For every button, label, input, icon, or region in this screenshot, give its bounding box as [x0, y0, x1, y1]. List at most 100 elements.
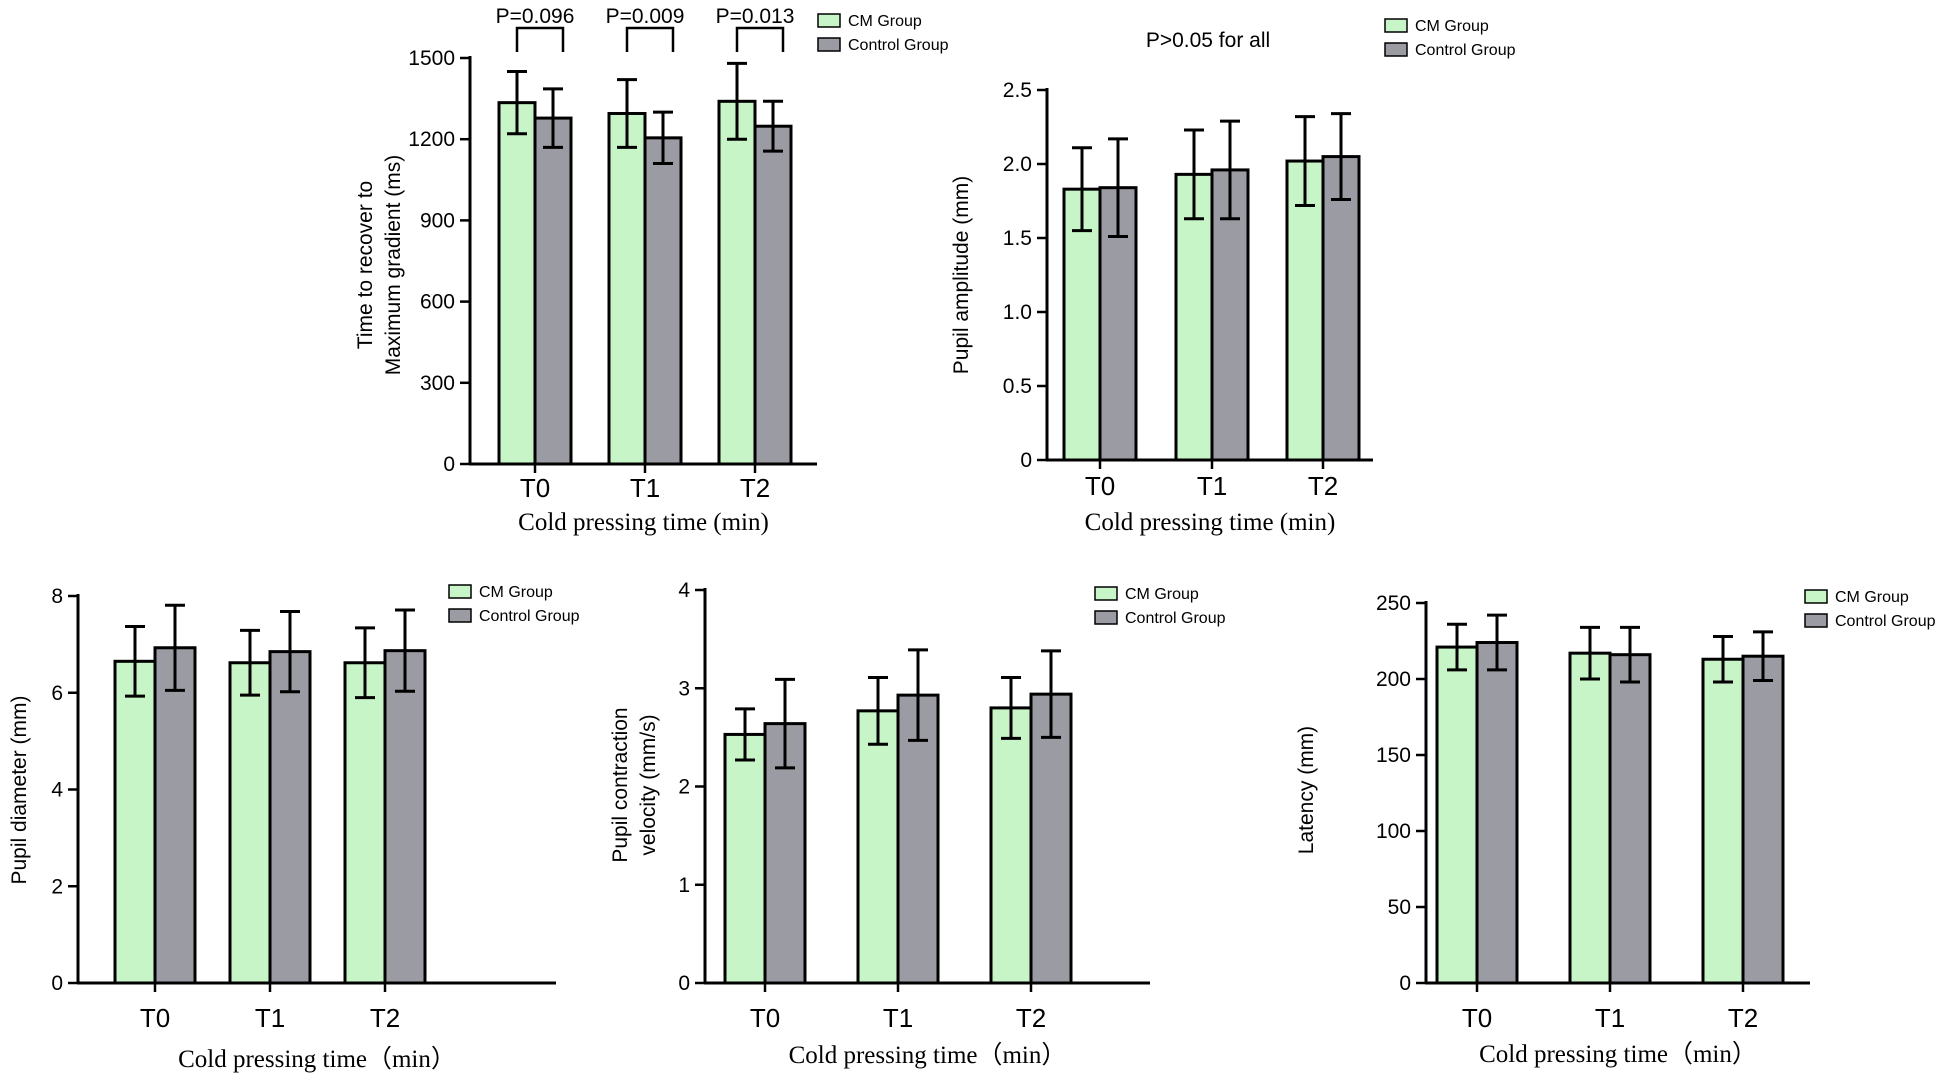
legend-contraction-velocity: CM Group Control Group: [1094, 586, 1226, 627]
bar-pupil-diameter-s1-T0: [153, 646, 197, 985]
bar-contraction-velocity-s1-T2: [1029, 692, 1073, 985]
legend-label-latency-s1: Control Group: [1835, 613, 1936, 630]
y-tick-label-contraction-velocity: 0: [678, 972, 690, 995]
error-bar-contraction-velocity-s1-T2: [1041, 649, 1061, 739]
y-axis-title-recovery-time: Maximum gradient (ms): [382, 155, 405, 376]
error-bar-latency-s1-T2: [1753, 630, 1773, 683]
error-bar-pupil-diameter-s1-T1: [280, 609, 300, 694]
error-bar-recovery-time-s1-T1: [653, 110, 673, 166]
legend-label-pupil-diameter-s0: CM Group: [479, 584, 553, 601]
x-tick-label-contraction-velocity: T2: [1016, 1003, 1046, 1033]
y-tick-label-latency: 200: [1376, 668, 1411, 691]
bar-contraction-velocity-s0-T0: [723, 732, 767, 985]
bar-recovery-time-s1-T2: [753, 124, 793, 466]
legend-pupil-diameter: CM Group Control Group: [448, 584, 580, 625]
y-tick-label-pupil-amplitude: 2.0: [1003, 153, 1032, 176]
error-bar-latency-s0-T0: [1447, 622, 1467, 672]
y-tick-label-latency: 150: [1376, 744, 1411, 767]
error-bar-recovery-time-s1-T2: [763, 99, 783, 153]
error-bar-pupil-amplitude-s1-T2: [1331, 112, 1351, 202]
error-bar-pupil-amplitude-s1-T0: [1108, 137, 1128, 239]
bar-pupil-diameter-s0-T2: [343, 661, 387, 985]
legend-swatch-pupil-amplitude-s1: [1384, 42, 1408, 57]
bar-recovery-time-s0-T0: [497, 101, 537, 466]
x-tick-label-pupil-amplitude: T1: [1197, 471, 1227, 501]
chart-panel-latency: 0 50 100 150 200 250 T0 T1 T2 Cold pressing time（…: [1295, 589, 1936, 1068]
y-tick-label-contraction-velocity: 2: [678, 776, 690, 799]
y-tick-label-recovery-time: 600: [420, 291, 455, 314]
x-tick-label-recovery-time: T0: [520, 473, 550, 503]
bar-pupil-amplitude-s0-T1: [1174, 172, 1214, 462]
bar-latency-s0-T1: [1568, 651, 1612, 985]
bar-recovery-time-s0-T2: [717, 99, 757, 466]
y-tick-label-recovery-time: 900: [420, 209, 455, 232]
y-tick-label-pupil-diameter: 0: [51, 972, 63, 995]
x-tick-label-pupil-diameter: T2: [370, 1003, 400, 1033]
y-tick-label-latency: 0: [1399, 972, 1411, 995]
error-bar-contraction-velocity-s0-T0: [735, 707, 755, 762]
legend-label-pupil-amplitude-s1: Control Group: [1415, 42, 1516, 59]
legend-label-pupil-amplitude-s0: CM Group: [1415, 18, 1489, 35]
error-bar-contraction-velocity-s1-T1: [908, 648, 928, 742]
y-tick-label-pupil-diameter: 6: [51, 682, 63, 705]
error-bar-pupil-diameter-s0-T2: [355, 626, 375, 700]
legend-label-pupil-diameter-s1: Control Group: [479, 608, 580, 625]
error-bar-contraction-velocity-s0-T1: [868, 675, 888, 746]
y-tick-label-contraction-velocity: 1: [678, 874, 690, 897]
y-tick-label-pupil-amplitude: 2.5: [1003, 79, 1032, 102]
y-tick-label-pupil-amplitude: 0.5: [1003, 375, 1032, 398]
legend-swatch-latency-s1: [1804, 613, 1828, 628]
legend-swatch-pupil-diameter-s0: [448, 584, 472, 599]
x-tick-label-recovery-time: T1: [630, 473, 660, 503]
x-tick-label-latency: T0: [1462, 1003, 1492, 1033]
bar-recovery-time-s0-T1: [607, 111, 647, 466]
legend-label-contraction-velocity-s0: CM Group: [1125, 586, 1199, 603]
p-value-label-T0: P=0.096: [496, 5, 575, 28]
y-axis-title-pupil-amplitude: Pupil amplitude (mm): [950, 176, 973, 374]
error-bar-recovery-time-s0-T0: [507, 70, 527, 136]
legend-label-contraction-velocity-s1: Control Group: [1125, 610, 1226, 627]
legend-swatch-contraction-velocity-s0: [1094, 586, 1118, 601]
legend-latency: CM Group Control Group: [1804, 589, 1936, 630]
error-bar-pupil-amplitude-s0-T2: [1295, 115, 1315, 207]
x-tick-label-pupil-diameter: T1: [255, 1003, 285, 1033]
legend-pupil-amplitude: CM Group Control Group: [1384, 18, 1516, 59]
bar-pupil-diameter-s1-T2: [383, 649, 427, 985]
error-bar-recovery-time-s0-T2: [727, 61, 747, 141]
x-axis-title-contraction-velocity: Cold pressing time（min）: [789, 1041, 1067, 1069]
error-bar-pupil-amplitude-s0-T1: [1184, 128, 1204, 221]
x-tick-label-contraction-velocity: T0: [750, 1003, 780, 1033]
error-bar-contraction-velocity-s0-T2: [1001, 675, 1021, 740]
x-tick-label-latency: T2: [1728, 1003, 1758, 1033]
y-tick-label-recovery-time: 300: [420, 372, 455, 395]
legend-swatch-latency-s0: [1804, 589, 1828, 604]
legend-swatch-recovery-time-s1: [817, 37, 841, 52]
y-tick-label-latency: 250: [1376, 592, 1411, 615]
y-tick-label-contraction-velocity: 3: [678, 677, 690, 700]
y-tick-label-pupil-diameter: 8: [51, 585, 63, 608]
error-bar-pupil-amplitude-s1-T1: [1220, 119, 1240, 221]
y-axis-title-contraction-velocity: Pupil contraction: [609, 707, 632, 862]
y-axis-title-pupil-diameter: Pupil diameter (mm): [8, 695, 31, 884]
y-tick-label-pupil-amplitude: 1.0: [1003, 301, 1032, 324]
y-tick-label-contraction-velocity: 4: [678, 579, 690, 602]
bar-contraction-velocity-s0-T2: [989, 706, 1033, 985]
error-bar-recovery-time-s1-T0: [543, 87, 563, 149]
y-axis-title-recovery-time: Time to recover to: [354, 181, 377, 349]
chart-panel-pupil-diameter: 0 2 4 6 8 T0 T1 T2 Cold pressing time（min） Pupil …: [8, 584, 580, 1073]
bar-latency-s1-T1: [1608, 653, 1652, 985]
legend-label-recovery-time-s0: CM Group: [848, 13, 922, 30]
error-bar-latency-s0-T1: [1580, 625, 1600, 681]
x-axis-title-pupil-amplitude: Cold pressing time (min): [1085, 509, 1336, 536]
legend-label-recovery-time-s1: Control Group: [848, 37, 949, 54]
y-tick-label-pupil-amplitude: 0: [1020, 449, 1032, 472]
y-tick-label-recovery-time: 1200: [408, 128, 455, 151]
bar-latency-s0-T2: [1701, 657, 1745, 985]
legend-swatch-pupil-diameter-s1: [448, 608, 472, 623]
error-bar-pupil-diameter-s1-T2: [395, 608, 415, 693]
p-value-label-T1: P=0.009: [606, 5, 685, 28]
x-axis-title-latency: Cold pressing time（min）: [1479, 1040, 1757, 1068]
error-bar-contraction-velocity-s1-T0: [775, 677, 795, 770]
significance-bracket-T1: [625, 26, 675, 52]
